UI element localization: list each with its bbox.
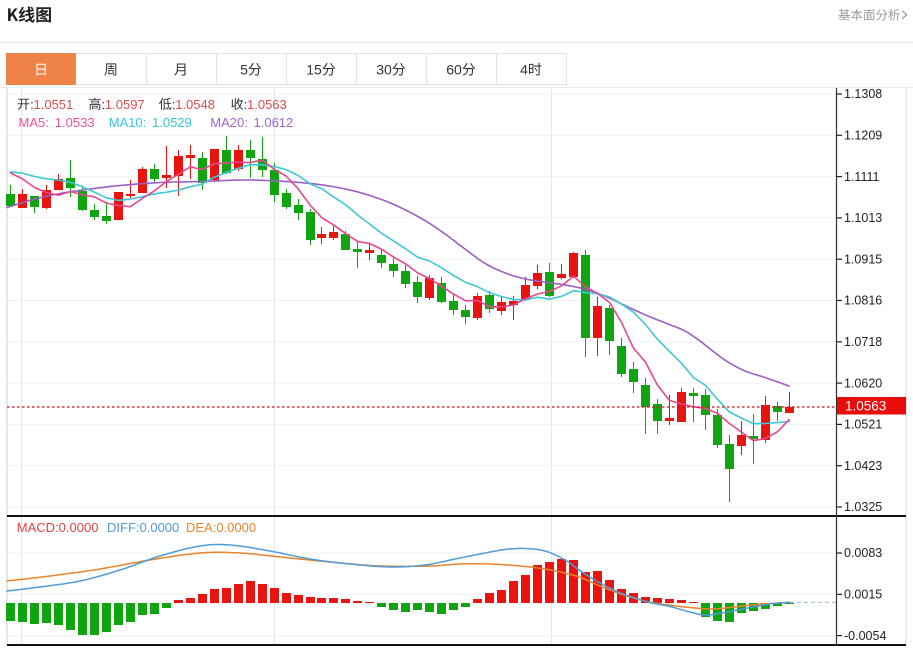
svg-text::: : <box>30 97 34 112</box>
svg-text:0.0015: 0.0015 <box>844 588 882 602</box>
svg-text::: : <box>102 97 106 112</box>
svg-text:1.0521: 1.0521 <box>844 418 882 432</box>
svg-text:1.0423: 1.0423 <box>844 459 882 473</box>
svg-text:1.0325: 1.0325 <box>844 500 882 514</box>
svg-text:1.0620: 1.0620 <box>844 376 882 390</box>
svg-text:1.0718: 1.0718 <box>844 335 882 349</box>
svg-text:-0.0054: -0.0054 <box>844 629 886 643</box>
svg-text:1.1308: 1.1308 <box>844 87 882 101</box>
svg-text:1.1111: 1.1111 <box>844 170 879 184</box>
svg-text:1.0551: 1.0551 <box>34 97 74 112</box>
svg-text::: : <box>172 97 176 112</box>
svg-text:1.0816: 1.0816 <box>844 294 882 308</box>
svg-text:60: 60 <box>446 62 462 78</box>
svg-text:1.1013: 1.1013 <box>844 211 882 225</box>
svg-text:1.0563: 1.0563 <box>845 399 886 414</box>
svg-text:0.0083: 0.0083 <box>844 546 882 560</box>
svg-text:1.0915: 1.0915 <box>844 252 882 266</box>
svg-text:30: 30 <box>376 62 392 78</box>
svg-text:4: 4 <box>520 62 528 78</box>
svg-text::: : <box>244 97 248 112</box>
svg-text:5: 5 <box>240 62 248 78</box>
svg-text:15: 15 <box>306 62 322 78</box>
svg-text:1.0563: 1.0563 <box>247 97 287 112</box>
svg-text:1.0548: 1.0548 <box>175 97 215 112</box>
svg-text:1.1209: 1.1209 <box>844 129 882 143</box>
svg-text:1.0597: 1.0597 <box>105 97 145 112</box>
